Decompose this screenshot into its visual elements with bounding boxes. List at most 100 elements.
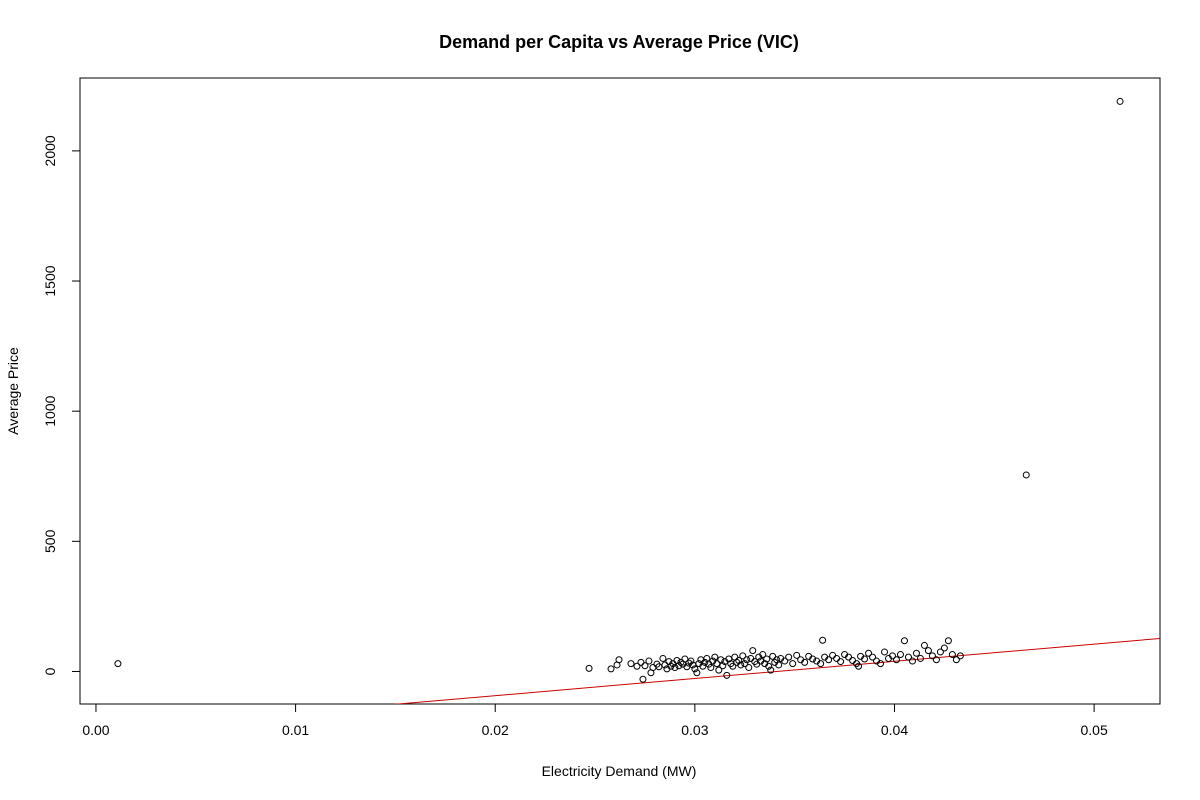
data-point — [759, 651, 767, 659]
data-point — [785, 653, 793, 661]
data-point — [749, 647, 757, 655]
data-point — [833, 654, 841, 662]
data-point — [677, 658, 685, 666]
data-point — [829, 651, 837, 659]
data-point — [671, 664, 679, 672]
data-point — [715, 666, 723, 674]
data-point — [881, 648, 889, 656]
data-point — [645, 657, 653, 665]
x-tick-label: 0.00 — [82, 722, 109, 738]
data-point — [719, 662, 727, 670]
data-point — [607, 665, 615, 673]
x-tick-label: 0.05 — [1080, 722, 1107, 738]
data-point — [1022, 471, 1030, 479]
data-point — [936, 648, 944, 656]
y-tick-label: 500 — [42, 529, 58, 553]
data-point — [743, 656, 751, 664]
y-axis: 0 500 1000 1500 2000 — [42, 135, 81, 675]
data-point — [639, 675, 647, 683]
data-point — [633, 662, 641, 670]
plot-area — [114, 97, 1160, 704]
data-point — [865, 649, 873, 657]
x-axis: 0.00 0.01 0.02 0.03 0.04 0.05 — [82, 703, 1108, 738]
data-point — [683, 663, 691, 671]
data-point — [747, 654, 755, 662]
data-point — [948, 651, 956, 659]
data-point — [837, 658, 845, 666]
data-point — [729, 662, 737, 670]
data-point — [892, 656, 900, 664]
data-point — [877, 660, 885, 668]
chart-title: Demand per Capita vs Average Price (VIC) — [439, 32, 799, 52]
x-axis-label: Electricity Demand (MW) — [542, 763, 697, 779]
data-point — [691, 665, 699, 673]
data-point — [956, 652, 964, 660]
data-point — [741, 660, 749, 668]
data-point — [845, 653, 853, 661]
data-point — [615, 656, 623, 664]
data-point — [655, 663, 663, 671]
data-point — [819, 636, 827, 644]
data-point — [809, 655, 817, 663]
data-point — [952, 656, 960, 664]
data-point — [763, 655, 771, 663]
y-axis-label: Average Price — [5, 347, 21, 435]
data-point — [849, 657, 857, 665]
data-point — [641, 662, 649, 670]
data-point — [765, 662, 773, 670]
x-tick-label: 0.04 — [881, 722, 908, 738]
data-point — [924, 647, 932, 655]
data-point — [1116, 97, 1124, 105]
data-point — [675, 662, 683, 670]
data-point — [713, 660, 721, 668]
data-point — [769, 652, 777, 660]
data-point — [699, 662, 707, 670]
data-point — [637, 658, 645, 666]
data-point — [932, 656, 940, 664]
data-point — [904, 653, 912, 661]
data-point — [711, 653, 719, 661]
data-point — [114, 660, 122, 668]
data-point — [775, 661, 783, 669]
data-point — [817, 660, 825, 668]
data-point — [665, 658, 673, 666]
data-point — [725, 655, 733, 663]
data-point — [793, 651, 801, 659]
data-point — [659, 654, 667, 662]
data-point — [767, 666, 775, 674]
data-point — [735, 657, 743, 665]
data-point — [869, 653, 877, 661]
data-point — [908, 657, 916, 665]
data-point — [912, 649, 920, 657]
y-tick-label: 2000 — [42, 135, 58, 166]
x-tick-label: 0.01 — [282, 722, 309, 738]
data-point — [855, 662, 863, 670]
data-point — [825, 656, 833, 664]
data-point — [940, 644, 948, 652]
data-point — [920, 641, 928, 649]
plot-frame — [79, 77, 1161, 705]
data-point — [585, 664, 593, 672]
data-point — [896, 651, 904, 659]
regression-line — [392, 637, 1160, 704]
data-point — [789, 660, 797, 668]
data-point — [693, 669, 701, 677]
data-point — [928, 652, 936, 660]
data-point — [723, 671, 731, 679]
data-point — [707, 664, 715, 672]
data-point — [781, 657, 789, 665]
data-point — [801, 658, 809, 666]
data-point — [739, 652, 747, 660]
data-point — [717, 656, 725, 664]
data-point — [687, 657, 695, 665]
x-tick-label: 0.03 — [681, 722, 708, 738]
data-point — [681, 655, 689, 663]
data-point — [745, 664, 753, 672]
data-point — [701, 658, 709, 666]
data-point — [649, 664, 657, 672]
data-point — [627, 660, 635, 668]
y-tick-label: 1500 — [42, 265, 58, 296]
data-point — [916, 654, 924, 662]
data-point — [900, 637, 908, 645]
